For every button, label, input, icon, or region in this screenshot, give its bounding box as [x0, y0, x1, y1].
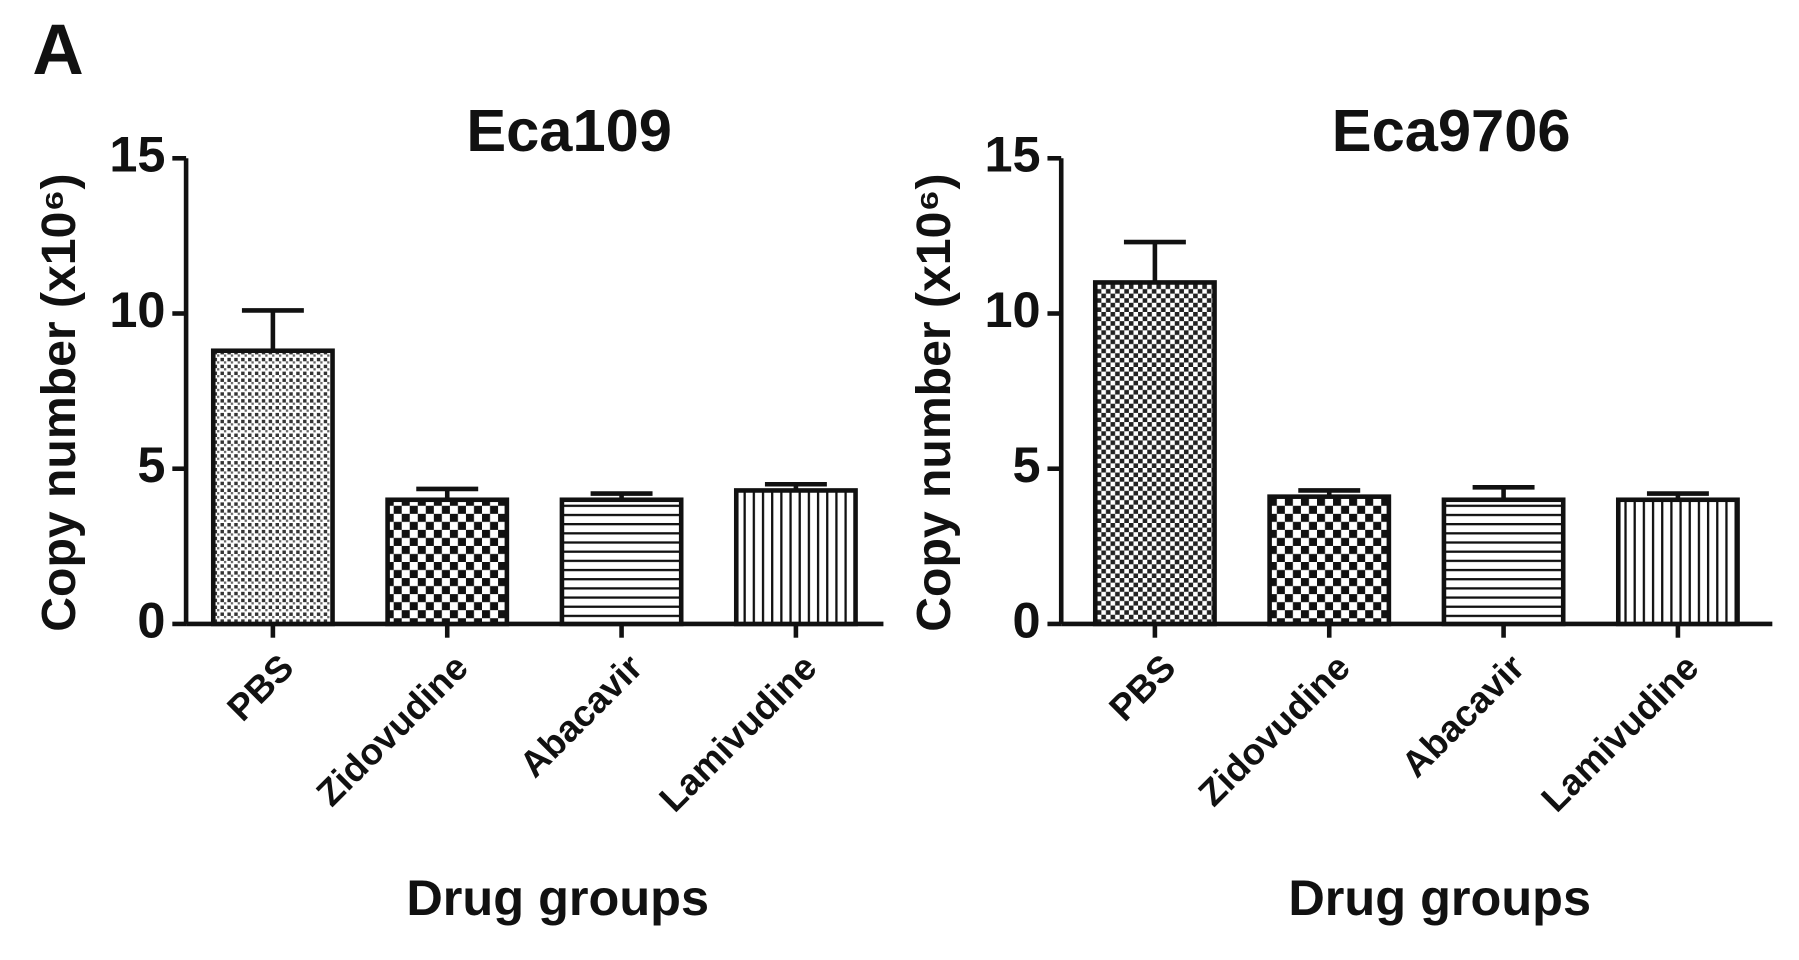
panel-label: A — [32, 11, 83, 90]
x-tick-label: Abacavir — [512, 646, 651, 785]
y-tick-label: 10 — [984, 281, 1040, 338]
chart-title: Eca109 — [466, 97, 672, 164]
x-tick-label: Lamivudine — [651, 646, 824, 819]
x-axis-label: Drug groups — [1288, 869, 1591, 926]
bar — [559, 497, 684, 627]
x-tick-label: Abacavir — [1394, 646, 1533, 785]
bar — [210, 348, 335, 627]
y-tick-label: 10 — [109, 281, 165, 338]
chart-title: Eca9706 — [1332, 97, 1571, 164]
bar — [1092, 280, 1217, 627]
x-axis-label: Drug groups — [406, 869, 709, 926]
x-tick-label: PBS — [1101, 646, 1183, 728]
bar — [1441, 497, 1566, 627]
x-tick-label: Zidovudine — [308, 646, 475, 813]
y-tick-label: 15 — [109, 126, 165, 183]
bar — [1267, 494, 1392, 627]
x-tick-label: PBS — [219, 646, 301, 728]
bar — [1615, 497, 1740, 627]
y-tick-label: 0 — [1013, 591, 1041, 648]
y-tick-label: 0 — [137, 591, 165, 648]
y-tick-label: 15 — [984, 126, 1040, 183]
y-axis-label: Copy number (x10⁶) — [32, 173, 86, 631]
y-tick-label: 5 — [137, 436, 165, 493]
x-tick-label: Lamivudine — [1533, 646, 1706, 819]
y-axis-label: Copy number (x10⁶) — [907, 173, 961, 631]
bar — [385, 497, 510, 627]
y-tick-label: 5 — [1013, 436, 1041, 493]
bar — [733, 488, 858, 627]
x-tick-label: Zidovudine — [1190, 646, 1357, 813]
